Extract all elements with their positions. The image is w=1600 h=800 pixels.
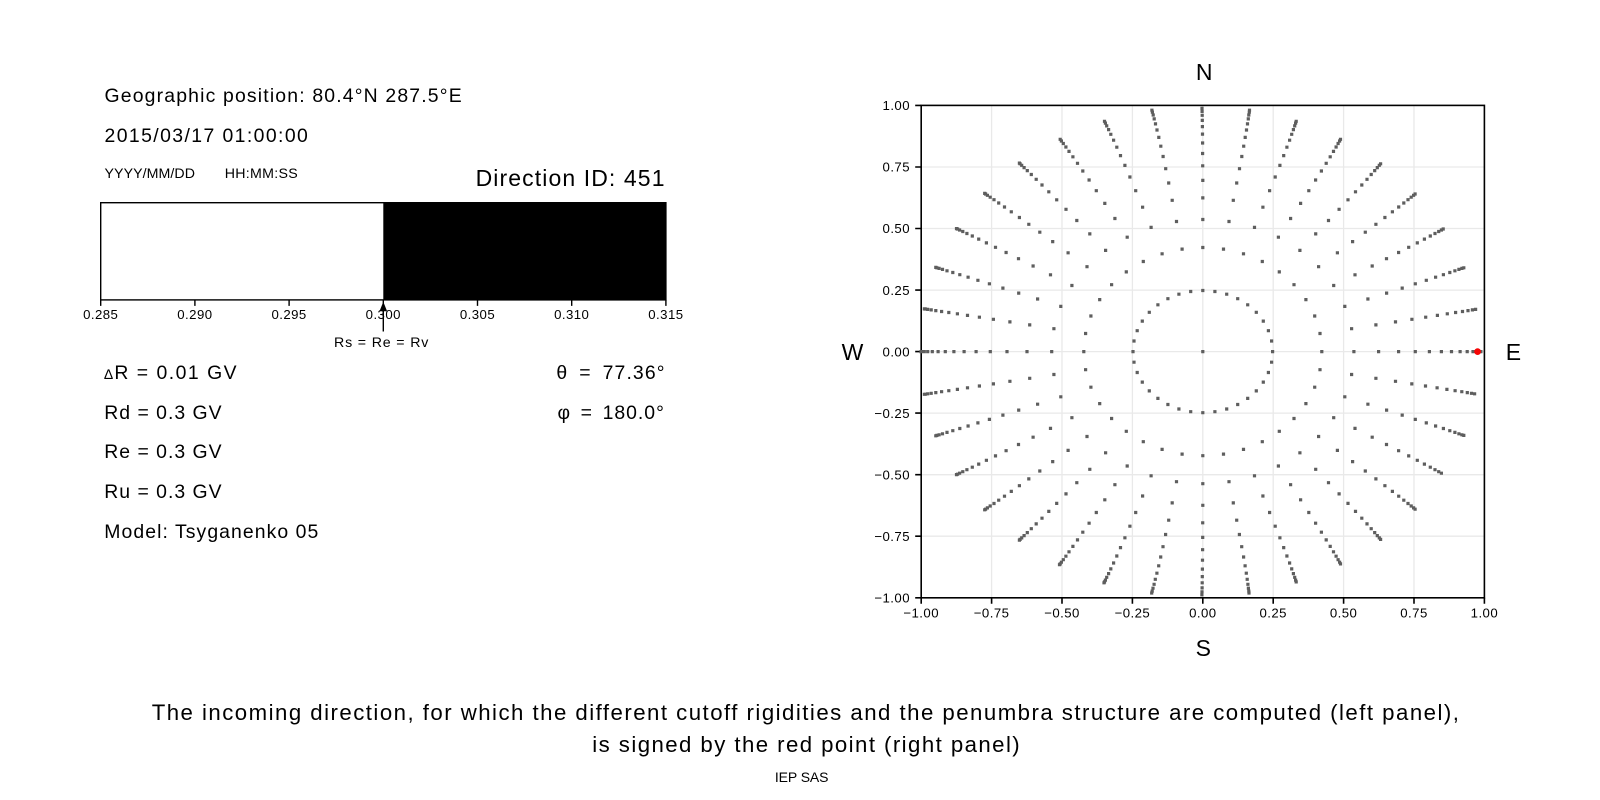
svg-text:0.50: 0.50 bbox=[1330, 606, 1357, 621]
svg-text:0.25: 0.25 bbox=[883, 283, 910, 298]
svg-text:0.315: 0.315 bbox=[648, 307, 683, 322]
svg-text:−0.75: −0.75 bbox=[874, 529, 910, 544]
svg-text:0.285: 0.285 bbox=[83, 307, 118, 322]
svg-text:0.290: 0.290 bbox=[177, 307, 212, 322]
svg-text:1.00: 1.00 bbox=[883, 98, 910, 113]
svg-text:−0.75: −0.75 bbox=[974, 606, 1010, 621]
svg-text:0.310: 0.310 bbox=[554, 307, 589, 322]
svg-text:−1.00: −1.00 bbox=[903, 606, 939, 621]
svg-text:−0.50: −0.50 bbox=[1044, 606, 1080, 621]
svg-text:0.00: 0.00 bbox=[1189, 606, 1216, 621]
svg-text:0.75: 0.75 bbox=[1400, 606, 1427, 621]
svg-text:−1.00: −1.00 bbox=[874, 591, 910, 606]
svg-text:0.295: 0.295 bbox=[271, 307, 306, 322]
svg-text:0.25: 0.25 bbox=[1259, 606, 1286, 621]
svg-text:0.75: 0.75 bbox=[883, 160, 910, 175]
svg-text:0.00: 0.00 bbox=[883, 344, 910, 359]
svg-text:0.50: 0.50 bbox=[883, 221, 910, 236]
svg-text:−0.50: −0.50 bbox=[874, 467, 910, 482]
svg-text:1.00: 1.00 bbox=[1471, 606, 1498, 621]
svg-text:0.305: 0.305 bbox=[460, 307, 495, 322]
svg-text:−0.25: −0.25 bbox=[874, 406, 910, 421]
svg-text:−0.25: −0.25 bbox=[1115, 606, 1151, 621]
